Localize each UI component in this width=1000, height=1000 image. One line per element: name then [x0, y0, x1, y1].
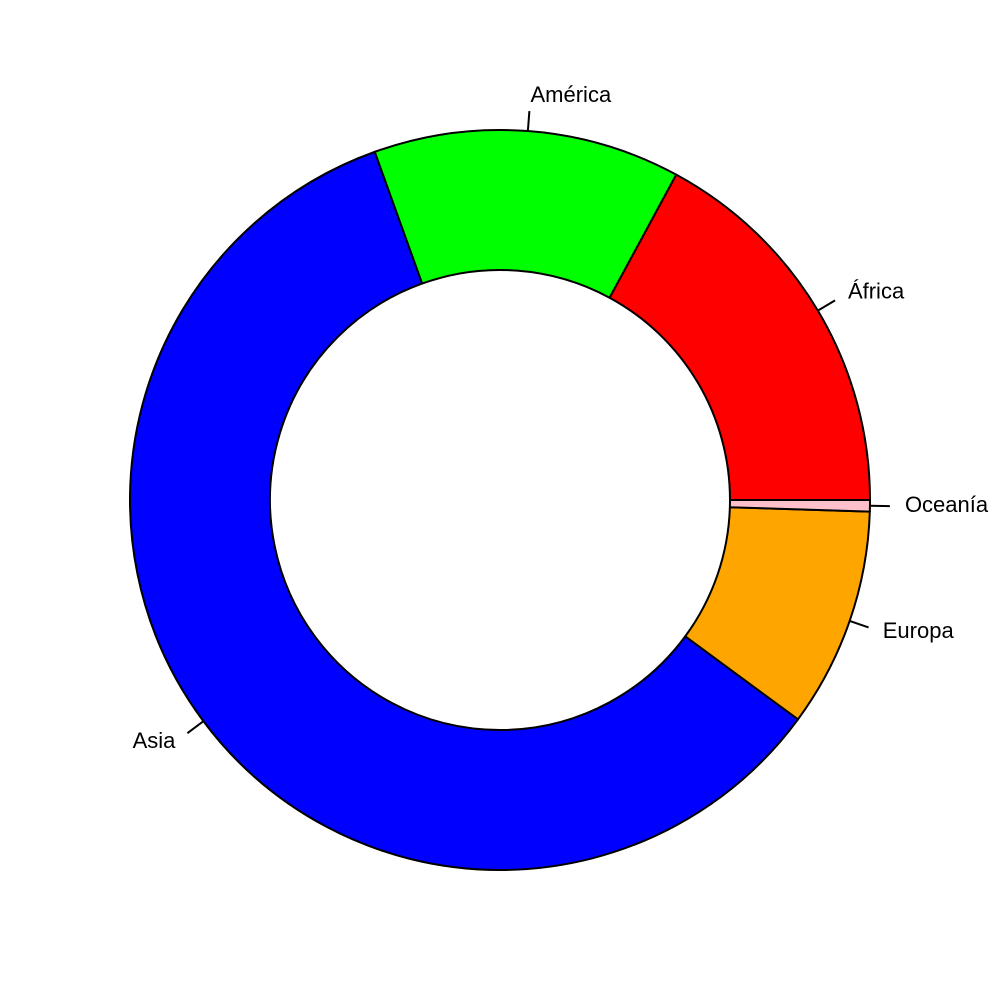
slice-label-america: América — [531, 82, 612, 107]
label-tick-europa — [849, 620, 869, 629]
slice-label-oceania: Oceanía — [905, 492, 989, 517]
label-tick-africa — [817, 299, 836, 312]
slice-oceania — [728, 499, 871, 513]
slice-africa — [608, 173, 871, 501]
labels-group: África América Asia Europa Oceanía — [133, 82, 989, 753]
slice-label-africa: África — [848, 279, 905, 304]
label-tick-asia — [186, 720, 205, 734]
slice-asia — [129, 150, 799, 871]
label-tick-america — [526, 111, 531, 132]
slices-group — [129, 129, 871, 871]
slice-label-europa: Europa — [883, 618, 955, 643]
slice-label-asia: Asia — [133, 728, 177, 753]
